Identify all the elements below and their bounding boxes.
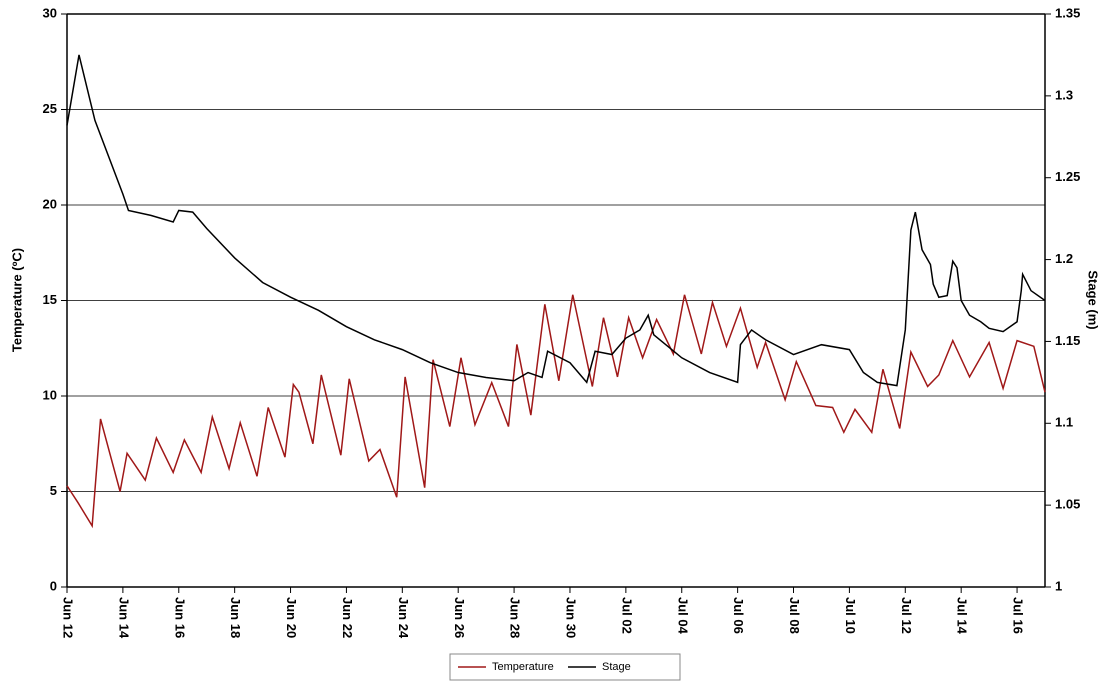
y-tick-label: 5 (50, 483, 57, 498)
x-tick-label: Jul 14 (955, 597, 970, 635)
y2-tick-label: 1.05 (1055, 497, 1080, 512)
x-tick-label: Jul 12 (899, 597, 914, 634)
line-series (66, 294, 1046, 529)
x-tick-label: Jun 18 (228, 597, 243, 638)
y-tick-label: 0 (50, 578, 57, 593)
x-tick-label: Jun 12 (61, 597, 76, 638)
x-tick-label: Jul 04 (675, 597, 690, 635)
y2-axis-title: Stage (m) (1086, 270, 1101, 329)
y2-tick-label: 1.3 (1055, 87, 1073, 102)
y-axis-title: Temperature (ºC) (9, 248, 24, 352)
x-tick-label: Jul 02 (619, 597, 634, 634)
x-tick-label: Jun 24 (396, 597, 411, 639)
legend-label: Stage (602, 661, 631, 673)
x-tick-label: Jun 28 (508, 597, 523, 638)
x-tick-label: Jul 10 (843, 597, 858, 634)
x-tick-label: Jul 06 (731, 597, 746, 634)
x-tick-label: Jul 16 (1011, 597, 1026, 634)
y-tick-label: 10 (43, 387, 57, 402)
line-series (66, 54, 1046, 387)
y2-tick-label: 1.35 (1055, 5, 1080, 20)
x-tick-label: Jun 20 (284, 597, 299, 638)
y-tick-label: 25 (43, 101, 57, 116)
legend-label: Temperature (492, 661, 554, 673)
y2-tick-label: 1 (1055, 578, 1062, 593)
y-tick-label: 30 (43, 5, 57, 20)
y-tick-label: 15 (43, 292, 57, 307)
y2-tick-label: 1.2 (1055, 251, 1073, 266)
x-tick-label: Jun 30 (564, 597, 579, 638)
x-tick-label: Jun 14 (116, 597, 131, 639)
x-tick-label: Jun 16 (172, 597, 187, 638)
y2-tick-label: 1.25 (1055, 169, 1080, 184)
legend-box (449, 653, 681, 681)
x-tick-label: Jun 22 (340, 597, 355, 638)
y2-tick-label: 1.1 (1055, 415, 1073, 430)
y2-tick-label: 1.15 (1055, 333, 1080, 348)
x-tick-label: Jul 08 (787, 597, 802, 634)
x-tick-label: Jun 26 (452, 597, 467, 638)
y-tick-label: 20 (43, 196, 57, 211)
